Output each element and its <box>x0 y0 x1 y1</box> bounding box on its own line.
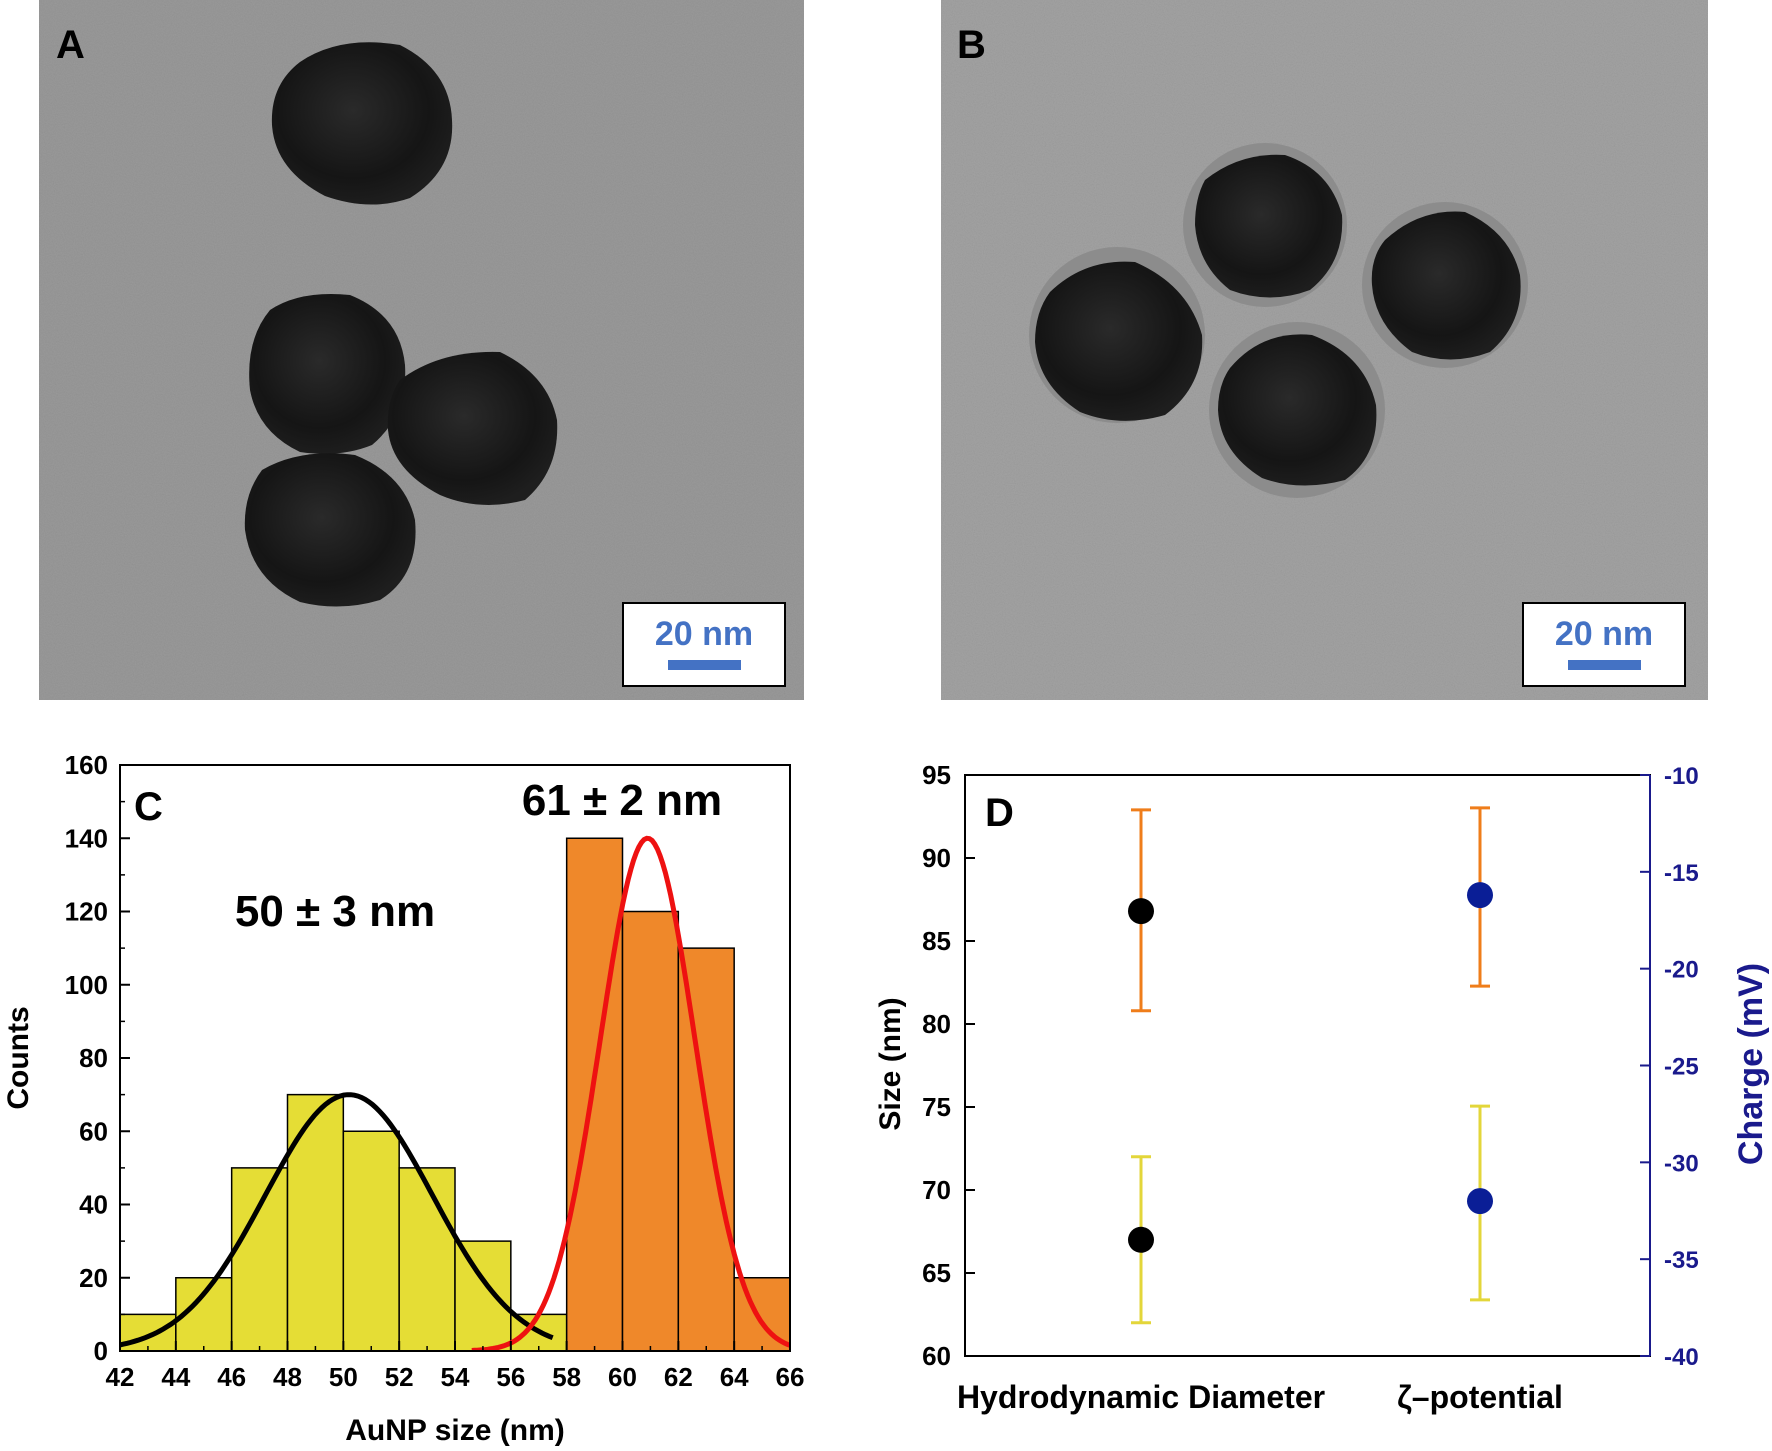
y-right-tick-label: -35 <box>1664 1247 1699 1274</box>
chart-d: 60 65 70 75 80 85 90 95 -40 -35 -30 -25 -20 -15 -10 D… <box>874 760 1770 1415</box>
y-axis-title-left-d: Size (nm) <box>874 997 907 1130</box>
x-tick-label: 64 <box>720 1362 749 1392</box>
y-tick-label: 95 <box>922 760 951 790</box>
annotation-fit-2: 61 ± 2 nm <box>522 776 722 825</box>
panel-label-d: D <box>985 791 1014 835</box>
plot-frame-d <box>964 774 1651 1357</box>
nanoparticle <box>249 294 406 454</box>
annotation-fit-1: 50 ± 3 nm <box>235 887 435 936</box>
data-point <box>1467 1188 1493 1215</box>
scale-bar-label: 20 nm <box>1555 615 1653 653</box>
gaussian-fit-curve <box>471 835 790 1351</box>
x-axis-title-c: AuNP size (nm) <box>345 1414 564 1447</box>
y-axis-title-c: Counts <box>2 1006 35 1109</box>
scale-bar-b: 20 nm <box>1522 602 1686 687</box>
x-categories-d: Hydrodynamic Diameter ζ–potential <box>957 1379 1563 1415</box>
panel-label-a: A <box>56 23 85 67</box>
y-tick-label: 160 <box>65 750 108 780</box>
histogram-bar <box>621 910 680 1352</box>
x-tick-label: 48 <box>273 1362 302 1392</box>
nanoparticle <box>1035 261 1203 421</box>
y-right-tick-label: -10 <box>1664 763 1699 790</box>
y-tick-label: 100 <box>65 970 108 1000</box>
y-tick-label: 65 <box>922 1258 951 1288</box>
panel-b: B 20 nm <box>941 0 1708 700</box>
data-point <box>1128 1226 1154 1253</box>
nanoparticle <box>1218 334 1377 486</box>
data-point <box>1467 882 1493 909</box>
y-tick-label: 85 <box>922 926 951 956</box>
chart-c: 42 44 46 48 50 52 54 56 58 60 62 64 66 0 20 40 60 80 100 1… <box>2 750 804 1447</box>
x-category-label: ζ–potential <box>1397 1379 1563 1415</box>
y-tick-label: 20 <box>79 1263 108 1293</box>
x-tick-label: 52 <box>385 1362 414 1392</box>
nanoparticle <box>271 42 453 205</box>
panel-label-c: C <box>134 785 163 829</box>
y-tick-label: 60 <box>79 1116 108 1146</box>
y-tick-label: 40 <box>79 1190 108 1220</box>
y-tick-label: 60 <box>922 1341 951 1371</box>
nanoparticle <box>244 453 416 607</box>
scale-bar-line <box>1568 660 1641 670</box>
x-tick-label: 54 <box>441 1362 470 1392</box>
y-right-tick-label: -30 <box>1664 1150 1699 1177</box>
x-tick-label: 60 <box>608 1362 637 1392</box>
y-tick-label: 70 <box>922 1175 951 1205</box>
x-tick-label: 50 <box>329 1362 358 1392</box>
histogram-bar <box>230 1167 289 1352</box>
scale-bar-a: 20 nm <box>622 602 786 687</box>
y-axis-right-d: -40 -35 -30 -25 -20 -15 -10 <box>1640 763 1699 1371</box>
y-right-tick-label: -20 <box>1664 957 1699 984</box>
nanoparticle <box>1371 211 1521 360</box>
y-axis-c: 0 20 40 60 80 100 120 140 160 <box>65 750 130 1366</box>
nanoparticle <box>1195 154 1343 298</box>
y-tick-label: 80 <box>79 1043 108 1073</box>
histogram-bar <box>565 837 624 1352</box>
y-right-tick-label: -15 <box>1664 860 1699 887</box>
y-tick-label: 120 <box>65 897 108 927</box>
gaussian-fits <box>120 835 790 1351</box>
scale-bar-label: 20 nm <box>655 615 753 653</box>
x-tick-label: 58 <box>552 1362 581 1392</box>
x-tick-label: 44 <box>161 1362 190 1392</box>
histogram-bar <box>454 1240 512 1352</box>
y-axis-left-d: 60 65 70 75 80 85 90 95 <box>922 760 975 1371</box>
y-right-tick-label: -25 <box>1664 1054 1699 1081</box>
x-axis-c: 42 44 46 48 50 52 54 56 58 60 62 64 66 <box>106 1341 805 1392</box>
y-tick-label: 75 <box>922 1092 951 1122</box>
nanoparticles-b <box>1029 143 1528 498</box>
x-tick-label: 66 <box>776 1362 805 1392</box>
histogram-bar <box>398 1167 456 1352</box>
panel-label-b: B <box>957 23 986 67</box>
data-points-d <box>1128 806 1493 1325</box>
histogram-bar <box>342 1130 400 1352</box>
x-tick-label: 56 <box>496 1362 525 1392</box>
histogram-bar <box>677 947 735 1352</box>
x-tick-label: 62 <box>664 1362 693 1392</box>
gaussian-fit-curve <box>120 1092 554 1348</box>
y-right-tick-label: -40 <box>1664 1344 1699 1371</box>
y-tick-label: 0 <box>94 1336 108 1366</box>
histogram-bar <box>286 1093 345 1352</box>
panel-a: A 20 nm <box>39 0 804 700</box>
x-category-label: Hydrodynamic Diameter <box>957 1379 1325 1415</box>
data-point <box>1128 898 1154 925</box>
y-tick-label: 140 <box>65 823 108 853</box>
y-tick-label: 80 <box>922 1009 951 1039</box>
y-tick-label: 90 <box>922 843 951 873</box>
x-tick-label: 46 <box>217 1362 246 1392</box>
histogram-bars <box>119 837 791 1352</box>
nanoparticle <box>387 351 558 505</box>
x-tick-label: 42 <box>106 1362 135 1392</box>
y-axis-title-right-d: Charge (mV) <box>1732 963 1770 1165</box>
scale-bar-line <box>668 660 741 670</box>
nanoparticles-a <box>244 42 558 607</box>
